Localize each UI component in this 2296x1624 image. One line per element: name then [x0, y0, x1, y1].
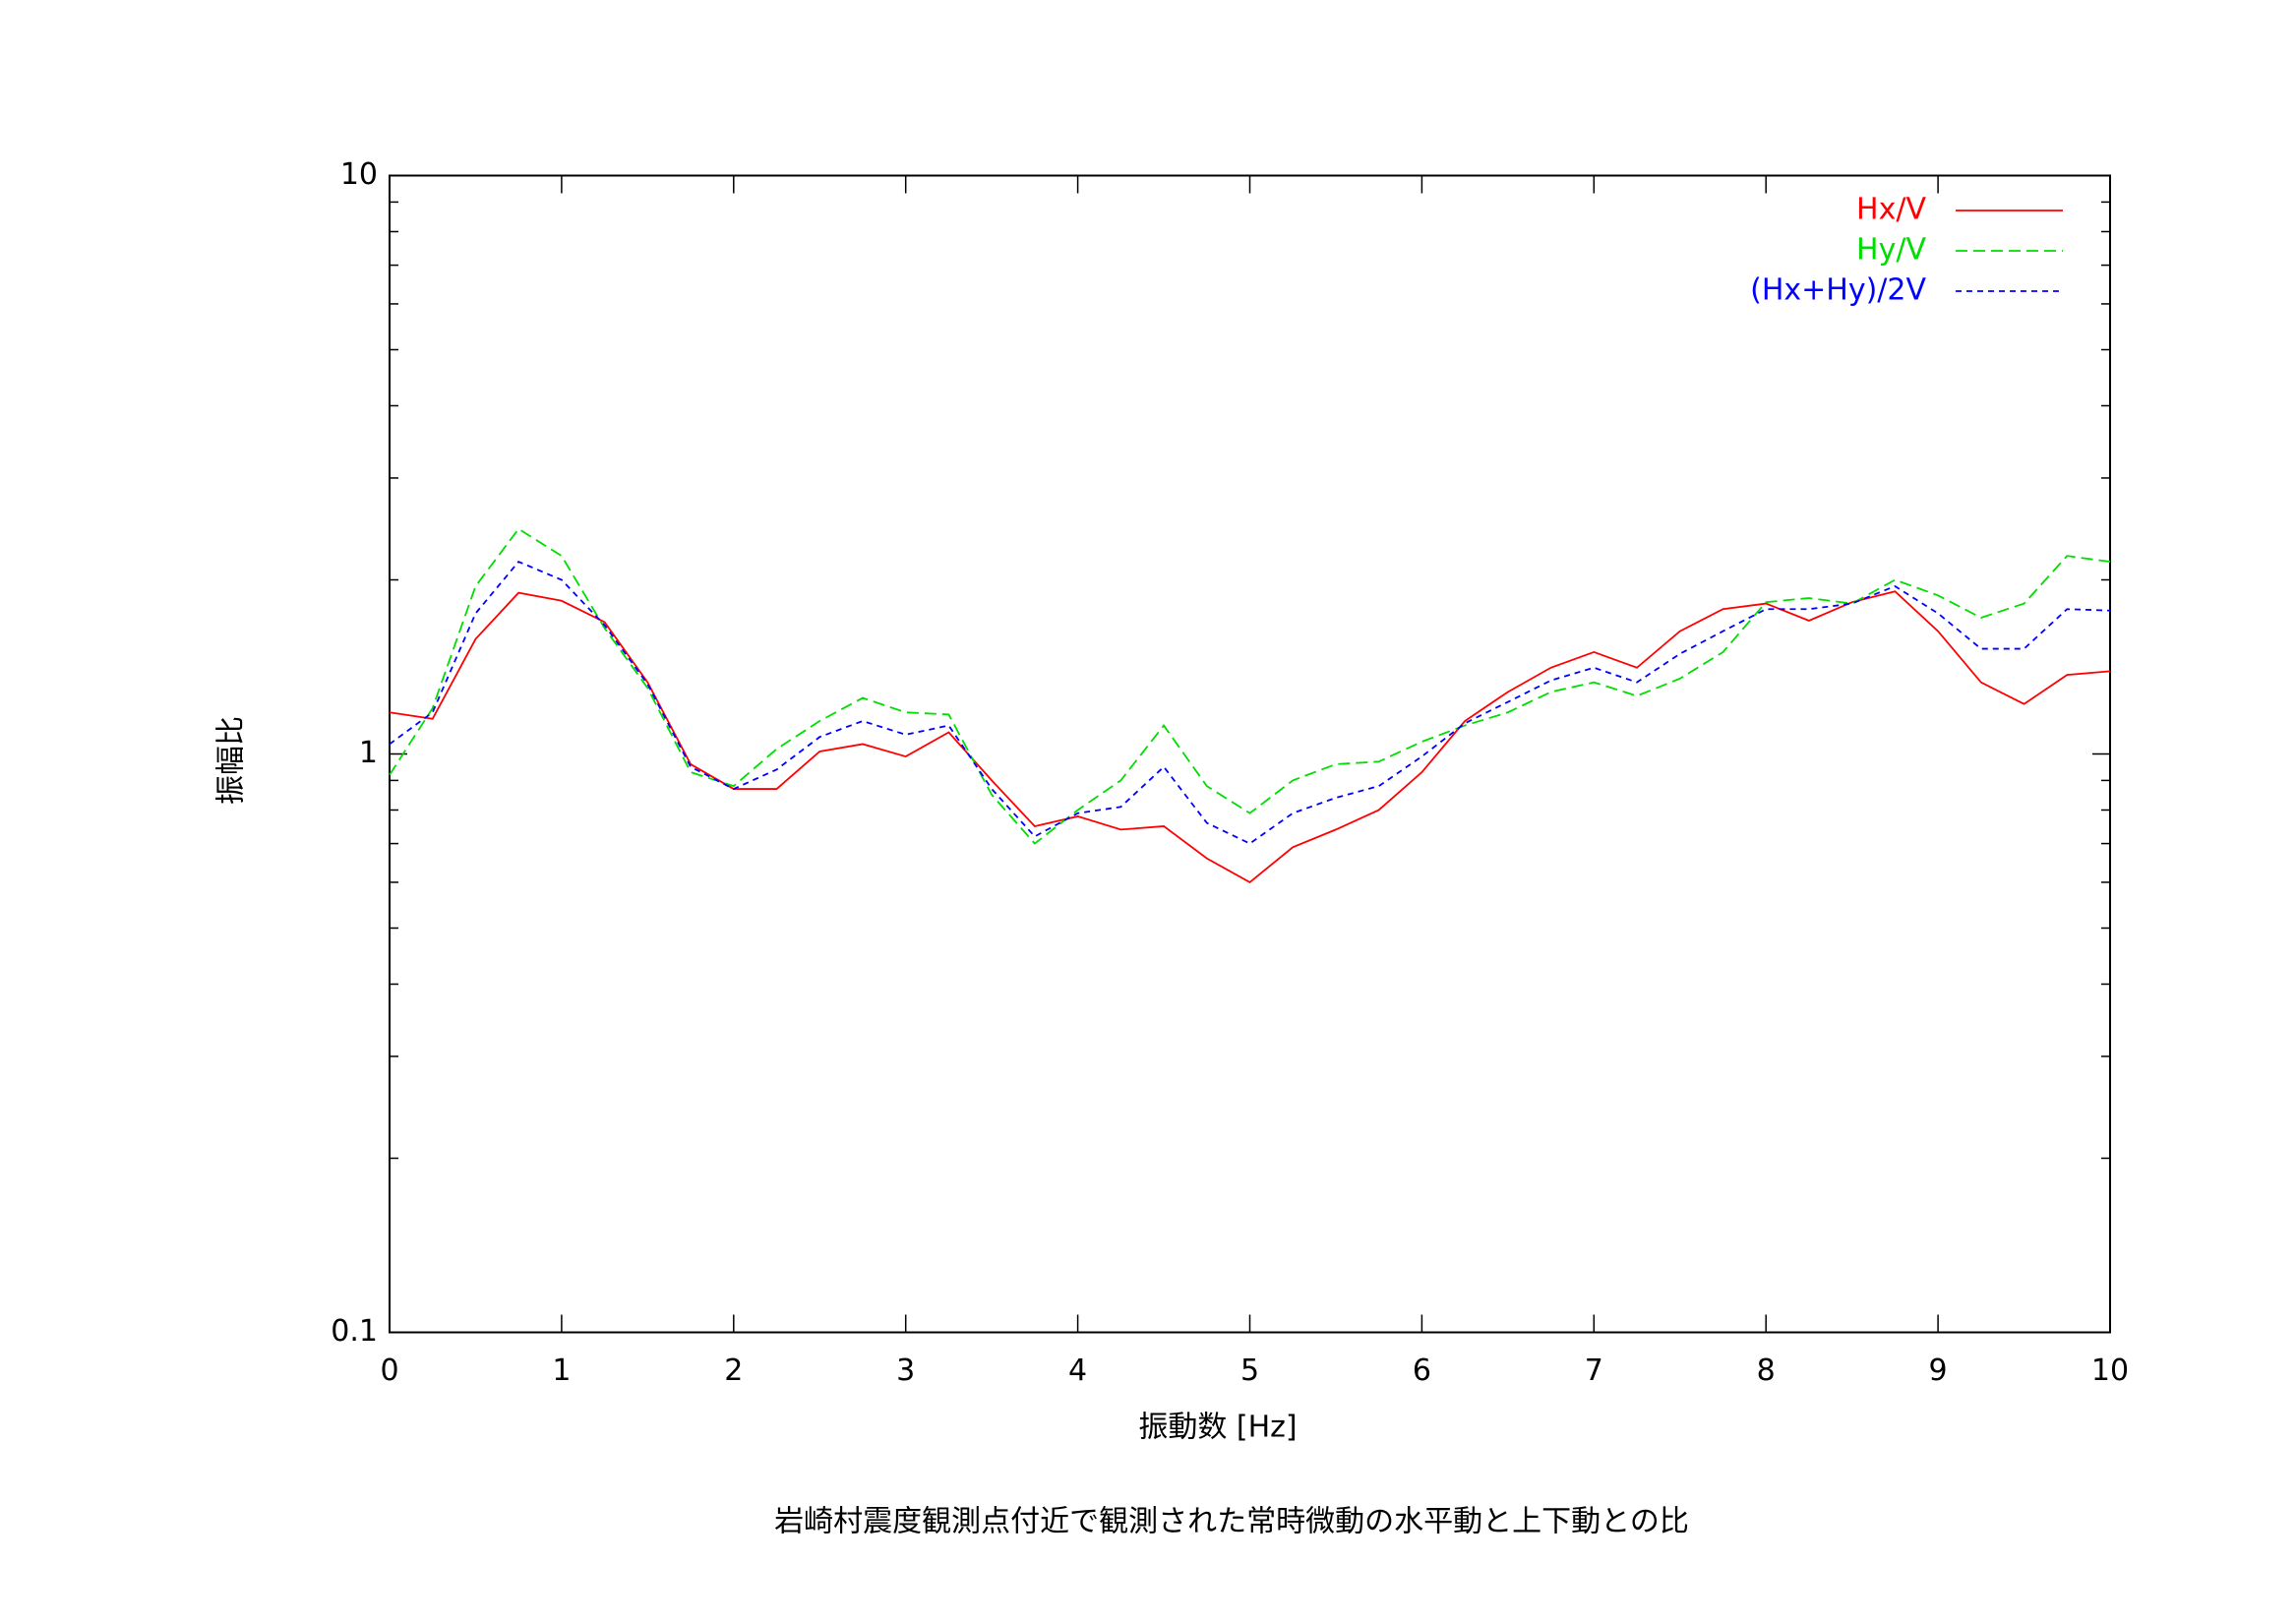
x-axis-label: 振動数 [Hz] [1138, 1411, 1297, 1445]
y-tick-label: 10 [340, 157, 378, 192]
x-tick-label: 3 [896, 1353, 915, 1388]
x-tick-label: 1 [552, 1353, 571, 1388]
x-tick-label: 4 [1068, 1353, 1087, 1388]
x-tick-label: 0 [380, 1353, 398, 1388]
series-line [389, 560, 2111, 845]
series-line [389, 590, 2111, 884]
x-tick-label: 9 [1929, 1353, 1948, 1388]
plot-frame [389, 174, 2111, 1334]
legend-label: Hx/V [1856, 193, 1926, 227]
chart-title: 岩崎村震度観測点付近で観測された常時微動の水平動と上下動との比 [774, 1505, 1689, 1539]
series-line [389, 527, 2111, 845]
x-tick-label: 6 [1413, 1353, 1431, 1388]
x-tick-label: 8 [1757, 1353, 1776, 1388]
y-axis-label: 振幅比 [214, 716, 249, 805]
x-tick-label: 2 [724, 1353, 743, 1388]
x-tick-label: 7 [1585, 1353, 1603, 1388]
legend-label: Hy/V [1856, 233, 1926, 268]
legend-label: (Hx+Hy)/2V [1750, 273, 1926, 308]
y-tick-label: 1 [359, 736, 378, 770]
y-tick-label: 0.1 [331, 1314, 378, 1349]
x-tick-label: 10 [2091, 1353, 2129, 1388]
x-tick-label: 5 [1240, 1353, 1259, 1388]
